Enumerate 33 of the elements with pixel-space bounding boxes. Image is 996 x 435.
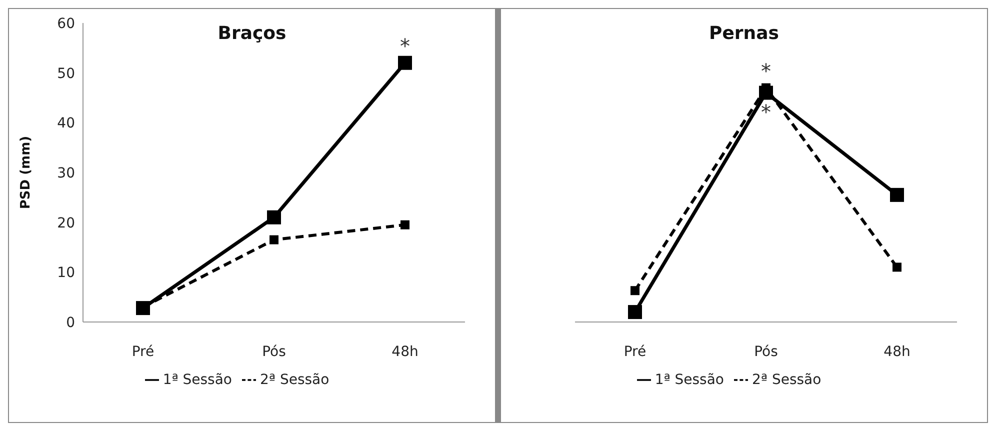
chart-title: Braços [218,23,286,44]
point [400,220,410,230]
x-tick-label: Pré [624,344,646,360]
point [890,188,904,202]
x-tick-label: Pós [754,344,778,360]
point [398,56,412,70]
x-tick-label: Pós [262,344,286,360]
x-tick-label: 48h [392,344,418,360]
point [628,305,642,320]
y-tick-label: 10 [57,265,75,282]
annotation: * [761,58,771,83]
point [759,86,773,100]
y-tick-label: 30 [57,165,75,182]
legend-label: 1ª Sessão [162,372,232,388]
legend-label: 1ª Sessão [654,372,724,388]
y-tick-label: 40 [57,116,75,132]
y-tick-label: 0 [66,314,75,331]
chart-title: Pernas [708,23,780,44]
y-axis-title: PSD (mm) [18,136,34,210]
point [270,235,278,244]
point [892,262,902,272]
point [136,301,150,316]
legend-label: 2ª Sessão [260,372,330,388]
point [630,286,640,296]
y-tick-label: 60 [57,16,75,32]
y-tick-label: 50 [57,66,75,82]
annotation: * [761,100,771,124]
point [267,210,281,224]
x-tick-label: 48h [884,344,910,360]
legend-label: 2ª Sessão [752,372,822,388]
annotation: * [400,34,410,58]
y-tick-label: 20 [57,215,75,232]
x-tick-label: Pré [132,344,154,360]
